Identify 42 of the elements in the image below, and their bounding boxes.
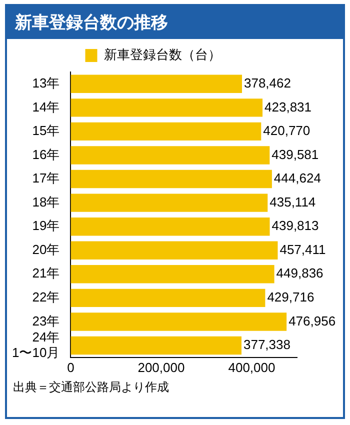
bar (70, 336, 242, 355)
text: 457,411 (280, 242, 326, 257)
bar (70, 98, 263, 117)
x-tick-label: 200,000 (138, 360, 185, 375)
y-tick-label: 24年 1〜10月 (12, 329, 60, 360)
y-tick-label: 19年 (32, 218, 60, 234)
text: 429,716 (267, 290, 314, 305)
text: 377,338 (243, 337, 290, 352)
bar (70, 146, 270, 164)
y-tick-label: 15年 (32, 123, 60, 138)
text: 423,831 (264, 99, 312, 114)
text: 449,836 (276, 266, 324, 281)
bar (70, 122, 262, 141)
bar (70, 288, 266, 308)
y-tick-label: 20年 (32, 242, 60, 257)
bar (70, 241, 278, 260)
y-tick-label: 14年 (32, 99, 60, 114)
legend-label: 新車登録台数（台） (104, 47, 221, 62)
bar (70, 217, 270, 236)
text: 435,114 (270, 194, 316, 210)
y-tick-label: 16年 (32, 146, 60, 162)
text: 476,956 (288, 313, 336, 328)
x-tick-label: 400,000 (228, 360, 276, 375)
y-tick-label: 17年 (32, 170, 60, 186)
text: 420,770 (263, 123, 310, 138)
bar (70, 194, 268, 212)
y-tick-label: 22年 (32, 290, 60, 305)
chart-title: 新車登録台数の推移 (7, 6, 343, 39)
text: 378,462 (244, 75, 291, 90)
text: 439,813 (272, 218, 319, 234)
text: 444,624 (274, 170, 321, 186)
y-tick-label: 18年 (32, 194, 60, 210)
y-tick-label: 23年 (32, 313, 60, 328)
x-tick-label: 0 (67, 360, 74, 375)
bar (70, 265, 274, 284)
source-note: 出典＝交通部公路局より作成 (12, 379, 170, 396)
bar (70, 170, 272, 188)
text: 439,581 (272, 146, 319, 162)
bar (70, 312, 287, 331)
y-tick-label: 21年 (32, 266, 60, 281)
bar (70, 74, 242, 93)
y-tick-label: 13年 (32, 75, 60, 90)
